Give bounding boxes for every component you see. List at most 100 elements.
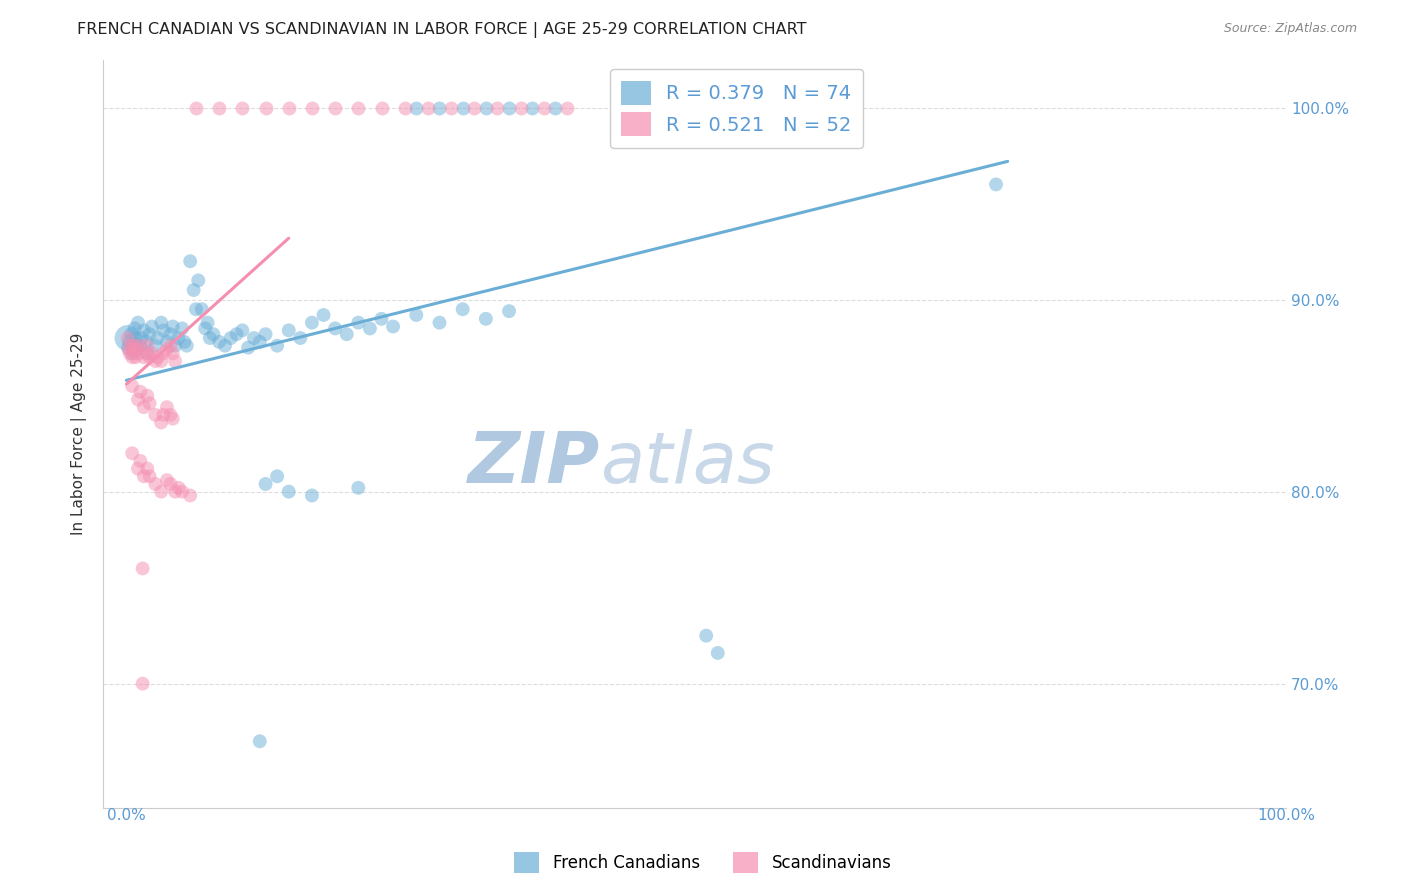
Point <box>405 101 427 115</box>
Point <box>254 477 277 491</box>
Point <box>301 101 323 115</box>
Point <box>121 446 143 460</box>
Point <box>179 254 201 268</box>
Point <box>301 316 323 330</box>
Point <box>127 461 149 475</box>
Point <box>118 341 141 355</box>
Point <box>156 400 179 414</box>
Point <box>122 339 145 353</box>
Point <box>127 392 149 407</box>
Point <box>131 561 153 575</box>
Point <box>127 316 149 330</box>
Point <box>122 343 145 357</box>
Point <box>159 339 181 353</box>
Point <box>277 101 299 115</box>
Point <box>127 346 149 360</box>
Point <box>135 334 157 349</box>
Point <box>118 343 141 357</box>
Point <box>236 341 259 355</box>
Text: 100.0%: 100.0% <box>1257 808 1315 823</box>
Point <box>156 334 179 349</box>
Point <box>544 101 567 115</box>
Point <box>254 327 277 342</box>
Point <box>136 461 159 475</box>
Point <box>125 331 148 345</box>
Point <box>159 408 181 422</box>
Point <box>141 346 163 360</box>
Point <box>451 101 474 115</box>
Point <box>249 734 271 748</box>
Point <box>323 321 346 335</box>
Point <box>429 101 451 115</box>
Point <box>183 283 205 297</box>
Point <box>152 323 174 337</box>
Point <box>132 323 155 337</box>
Point <box>159 327 181 342</box>
Point <box>370 311 392 326</box>
Point <box>145 408 167 422</box>
Point <box>231 101 253 115</box>
Point <box>254 101 277 115</box>
Point <box>129 384 152 399</box>
Point <box>394 101 416 115</box>
Point <box>167 481 190 495</box>
Point <box>266 469 288 483</box>
Point <box>486 101 509 115</box>
Point <box>219 331 242 345</box>
Text: 0.0%: 0.0% <box>107 808 146 823</box>
Point <box>197 316 219 330</box>
Point <box>120 339 142 353</box>
Point <box>118 334 141 349</box>
Point <box>145 354 167 368</box>
Point <box>125 343 148 357</box>
Point <box>146 331 169 345</box>
Point <box>475 311 498 326</box>
Text: atlas: atlas <box>600 429 775 499</box>
Point <box>225 327 247 342</box>
Point <box>117 331 139 345</box>
Point <box>382 319 405 334</box>
Point <box>125 350 148 364</box>
Point <box>117 331 139 345</box>
Legend: French Canadians, Scandinavians: French Canadians, Scandinavians <box>508 846 898 880</box>
Point <box>231 323 253 337</box>
Text: FRENCH CANADIAN VS SCANDINAVIAN IN LABOR FORCE | AGE 25-29 CORRELATION CHART: FRENCH CANADIAN VS SCANDINAVIAN IN LABOR… <box>77 22 807 38</box>
Point <box>191 302 214 317</box>
Point <box>170 484 193 499</box>
Point <box>170 321 193 335</box>
Point <box>984 178 1007 192</box>
Point <box>118 346 141 360</box>
Point <box>156 343 179 357</box>
Point <box>120 327 142 342</box>
Point <box>405 308 427 322</box>
Point <box>359 321 381 335</box>
Point <box>347 481 370 495</box>
Point <box>124 321 146 335</box>
Point <box>451 302 474 317</box>
Point <box>125 343 148 357</box>
Point <box>277 484 299 499</box>
Point <box>131 676 153 690</box>
Point <box>138 396 160 410</box>
Point <box>522 101 544 115</box>
Point <box>475 101 498 115</box>
Point <box>150 354 173 368</box>
Point <box>323 101 346 115</box>
Point <box>150 416 173 430</box>
Point <box>132 469 155 483</box>
Point <box>176 339 198 353</box>
Point <box>136 346 159 360</box>
Point <box>214 339 236 353</box>
Point <box>440 101 463 115</box>
Point <box>184 101 207 115</box>
Point <box>129 339 152 353</box>
Point <box>129 339 152 353</box>
Point <box>162 346 184 360</box>
Point <box>162 411 184 425</box>
Point <box>146 350 169 364</box>
Point <box>159 477 181 491</box>
Point <box>136 389 159 403</box>
Point <box>187 273 209 287</box>
Point <box>165 354 187 368</box>
Point <box>194 321 217 335</box>
